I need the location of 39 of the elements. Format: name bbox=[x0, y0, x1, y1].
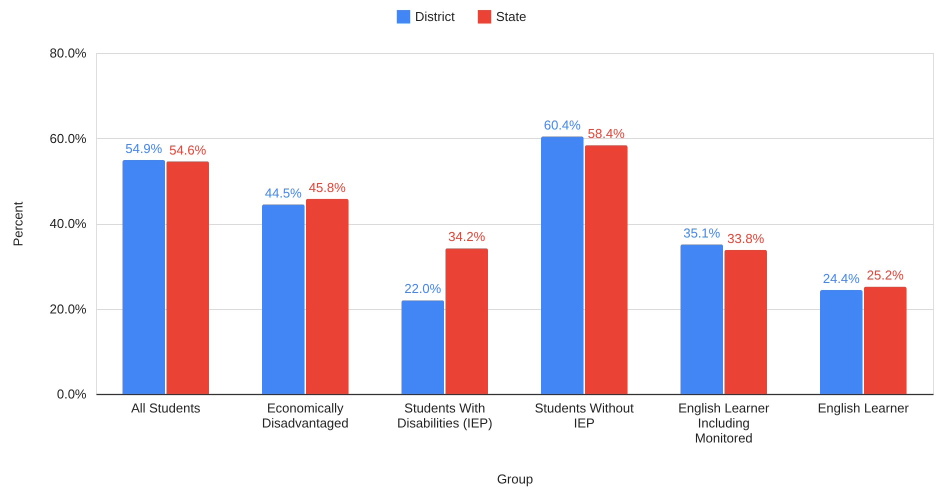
bar bbox=[820, 290, 863, 394]
data-label: 33.8% bbox=[727, 230, 765, 246]
bar bbox=[306, 198, 348, 394]
bar bbox=[724, 250, 767, 394]
data-label: 22.0% bbox=[404, 281, 442, 296]
data-label: 34.2% bbox=[448, 229, 486, 244]
data-label: 54.6% bbox=[169, 142, 207, 158]
bar bbox=[864, 286, 906, 394]
x-tick-label: Students With Disabilities (IEP) bbox=[397, 400, 492, 430]
x-tick-label: All Students bbox=[131, 400, 201, 416]
y-tick-label: 40.0% bbox=[50, 216, 87, 231]
x-tick-label: English Learner bbox=[818, 400, 910, 416]
y-tick-label: 20.0% bbox=[50, 301, 87, 316]
legend-label: District bbox=[415, 8, 456, 24]
bar bbox=[122, 160, 166, 394]
bar bbox=[541, 136, 584, 394]
bar bbox=[584, 145, 628, 394]
data-label: 54.9% bbox=[125, 140, 163, 156]
data-label: 45.8% bbox=[308, 180, 346, 195]
data-label: 25.2% bbox=[866, 268, 904, 283]
data-label: 44.5% bbox=[264, 185, 302, 200]
y-tick-label: 0.0% bbox=[56, 386, 87, 402]
data-label: 60.4% bbox=[544, 118, 582, 133]
bar bbox=[445, 248, 488, 394]
bar bbox=[166, 161, 209, 394]
data-label: 24.4% bbox=[822, 270, 860, 286]
data-label: 35.1% bbox=[683, 225, 721, 240]
y-axis-title: Percent bbox=[10, 201, 26, 246]
x-tick-label: Economically Disadvantaged bbox=[262, 400, 349, 430]
x-axis-title: Group bbox=[496, 472, 534, 486]
x-tick-label: Students Without IEP bbox=[534, 400, 634, 430]
bar bbox=[402, 300, 444, 394]
bar bbox=[680, 244, 724, 394]
x-tick-label: English Learner Including Monitored bbox=[678, 400, 770, 446]
y-tick-label: 80.0% bbox=[50, 46, 87, 60]
bar bbox=[262, 204, 305, 394]
y-tick-label: 60.0% bbox=[50, 130, 87, 146]
data-label: 58.4% bbox=[588, 126, 626, 142]
legend-label: State bbox=[496, 8, 526, 24]
